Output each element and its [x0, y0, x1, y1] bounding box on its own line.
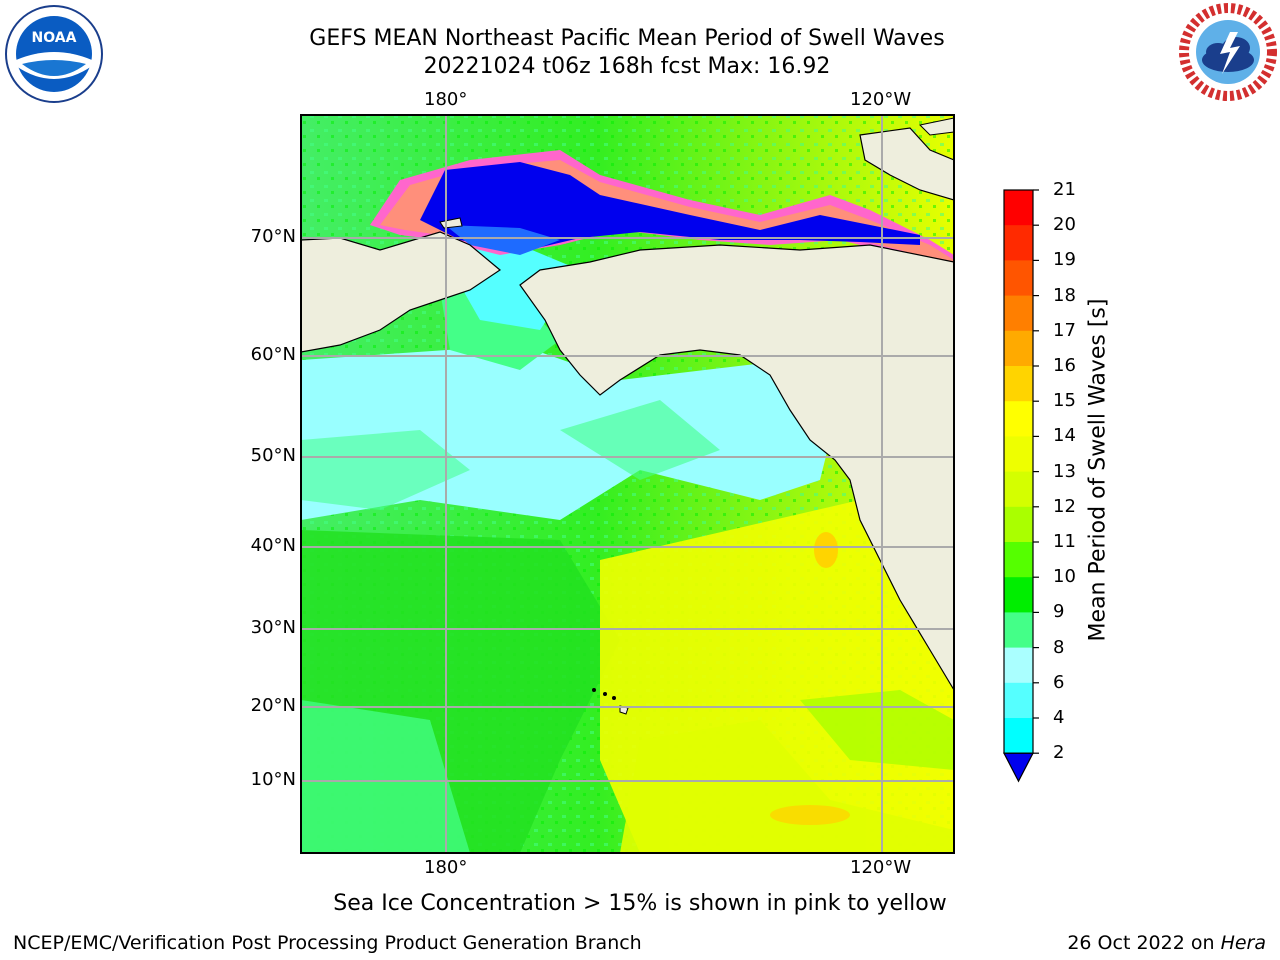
lat-label-40n: 40°N	[250, 535, 296, 556]
colorbar-segment	[1004, 682, 1033, 719]
colorbar-tick-label: 2	[1053, 742, 1065, 764]
colorbar	[1003, 189, 1039, 783]
lat-label-60n: 60°N	[250, 344, 296, 365]
arctic-islands-land	[859, 127, 954, 201]
footer-credit: NCEP/EMC/Verification Post Processing Pr…	[13, 932, 642, 954]
colorbar-tick-label: 17	[1053, 319, 1076, 341]
lat-label-20n: 20°N	[250, 695, 296, 716]
colorbar-tick-label: 6	[1053, 671, 1065, 693]
lat-label-30n: 30°N	[250, 617, 296, 638]
map-gridlines	[301, 115, 954, 853]
colorbar-segment	[1004, 577, 1033, 613]
siberia-land	[301, 231, 502, 353]
colorbar-tick-label: 14	[1053, 425, 1076, 447]
map-title: GEFS MEAN Northeast Pacific Mean Period …	[309, 26, 945, 51]
map-frame	[300, 114, 955, 854]
colorbar-tick-label: 9	[1053, 601, 1065, 623]
lat-label-70n: 70°N	[250, 226, 296, 247]
footer-date: 26 Oct 2022 on Hera	[1067, 932, 1266, 954]
colorbar-tick-label: 19	[1053, 249, 1076, 271]
colorbar-segment	[1004, 295, 1033, 332]
colorbar-tick-label: 12	[1053, 495, 1076, 517]
colorbar-tick-label: 16	[1053, 355, 1076, 376]
colorbar-segment	[1004, 542, 1033, 578]
colorbar-segment	[1004, 612, 1033, 649]
colorbar-extend-arrow	[1003, 752, 1034, 783]
colorbar-segment	[1004, 401, 1033, 437]
footer-date-text: 26 Oct 2022 on	[1067, 932, 1221, 954]
colorbar-tick-label: 15	[1053, 390, 1076, 412]
map-subtitle: 20221024 t06z 168h fcst Max: 16.92	[423, 54, 831, 79]
noaa-logo: NOAA	[5, 5, 103, 103]
footer-host: Hera	[1220, 932, 1266, 954]
colorbar-segment	[1004, 225, 1033, 261]
colorbar-segment	[1004, 330, 1033, 367]
colorbar-segment	[1004, 190, 1033, 226]
colorbar-label: Mean Period of Swell Waves [s]	[1085, 298, 1111, 642]
colorbar-tick-label: 13	[1053, 460, 1076, 482]
sea-ice-caption: Sea Ice Concentration > 15% is shown in …	[333, 891, 947, 916]
lat-label-50n: 50°N	[250, 445, 296, 466]
colorbar-tick-label: 10	[1053, 566, 1076, 588]
colorbar-tick-label: 11	[1053, 531, 1076, 552]
colorbar-tick-label: 20	[1053, 214, 1076, 236]
svg-text:NOAA: NOAA	[32, 30, 77, 46]
colorbar-segment	[1004, 471, 1033, 508]
lat-label-10n: 10°N	[250, 769, 296, 790]
map-field	[301, 115, 954, 853]
colorbar-segment	[1004, 366, 1033, 402]
bottom-lon-label-180: 180°	[424, 857, 468, 878]
top-lon-label-180: 180°	[424, 89, 468, 110]
colorbar-tick-label: 21	[1053, 179, 1076, 200]
top-lon-label-120w: 120°W	[850, 89, 912, 110]
nws-logo	[1179, 3, 1277, 101]
colorbar-segment	[1004, 436, 1033, 473]
colorbar-tick-label: 4	[1053, 707, 1065, 728]
colorbar-tick-label: 18	[1053, 284, 1076, 306]
bottom-lon-label-120w: 120°W	[850, 857, 912, 878]
colorbar-tick-label: 8	[1053, 636, 1065, 658]
colorbar-segment	[1004, 647, 1033, 684]
colorbar-segment	[1004, 718, 1033, 754]
colorbar-segment	[1004, 260, 1033, 297]
colorbar-segment	[1004, 506, 1033, 543]
